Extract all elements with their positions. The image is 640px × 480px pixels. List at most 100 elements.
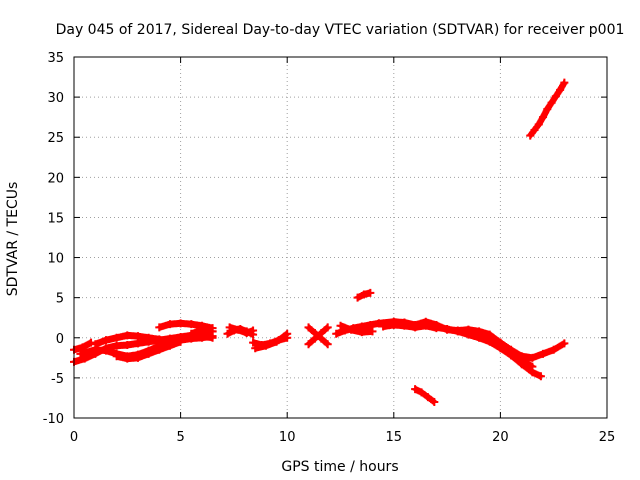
data-point [123, 331, 132, 340]
data-point [133, 339, 142, 348]
data-point [112, 352, 121, 361]
data-point [133, 353, 142, 362]
y-tick-label: 5 [56, 292, 64, 307]
axis-ticks: 0 5 10 15 20 25 -10 -5 0 5 10 15 20 25 30 35 [43, 51, 616, 445]
data-point [176, 337, 185, 346]
data-point [249, 326, 258, 335]
series-track-5 [112, 337, 185, 363]
y-tick-label: -10 [43, 412, 64, 427]
data-point [432, 323, 441, 332]
data-point [496, 338, 505, 347]
y-tick-label: 0 [56, 332, 64, 347]
data-point [165, 320, 174, 329]
grid [74, 57, 607, 418]
data-point [87, 338, 96, 347]
series-track-19 [411, 385, 439, 406]
data-point [366, 288, 375, 297]
data-point [507, 346, 516, 355]
data-point [332, 329, 341, 338]
data-point [539, 113, 548, 122]
data-point [421, 321, 430, 330]
data-point [144, 333, 153, 342]
chart-title: Day 045 of 2017, Sidereal Day-to-day VTE… [56, 22, 625, 38]
series-track-11 [251, 329, 292, 353]
data-point [536, 372, 545, 381]
series-track-9 [225, 323, 258, 337]
data-point [539, 349, 548, 358]
x-tick-label: 25 [599, 430, 616, 445]
data-point [304, 340, 313, 349]
y-tick-label: 15 [47, 211, 64, 226]
data-point [165, 341, 174, 350]
data-point [400, 321, 409, 330]
data-point [464, 325, 473, 334]
data-point [155, 323, 164, 332]
data-point [389, 320, 398, 329]
series-track-6 [155, 319, 217, 333]
data-point [133, 332, 142, 341]
data-point [76, 349, 85, 358]
data-point [353, 293, 362, 302]
data-point [560, 339, 569, 348]
data-point [359, 290, 368, 299]
data-point [101, 336, 110, 345]
data-point [283, 329, 292, 338]
data-point [317, 334, 326, 343]
data-point [112, 341, 121, 350]
data-point [251, 344, 260, 353]
data-point [530, 126, 539, 135]
series-track-22 [526, 78, 569, 140]
series-track-15 [336, 321, 377, 337]
data-point [347, 325, 356, 334]
data-point [443, 324, 452, 333]
data-point [379, 322, 388, 331]
y-tick-label: 20 [47, 171, 64, 186]
data-point [528, 353, 537, 362]
series-track-21 [464, 325, 537, 371]
data-point [112, 333, 121, 342]
data-point [101, 346, 110, 355]
data-point [155, 345, 164, 354]
data-point [453, 327, 462, 336]
y-tick-label: 25 [47, 131, 64, 146]
x-tick-label: 10 [279, 430, 296, 445]
data-point [543, 105, 552, 114]
data-point [485, 332, 494, 341]
data-point [417, 388, 426, 397]
data-point [411, 323, 420, 332]
plot-frame [73, 56, 608, 419]
data-point [310, 328, 319, 337]
x-tick-label: 20 [492, 430, 509, 445]
data-point [242, 328, 251, 337]
data-point [123, 354, 132, 363]
data-point [225, 323, 234, 332]
data-point [234, 325, 243, 334]
y-tick-label: 35 [47, 51, 64, 66]
data-point [551, 92, 560, 101]
data-point [223, 329, 232, 338]
data-point [560, 78, 569, 87]
data-point [249, 338, 258, 347]
x-tick-label: 5 [176, 430, 184, 445]
data-point [374, 319, 383, 328]
x-axis-title: GPS time / hours [281, 459, 398, 475]
y-tick-label: 30 [47, 91, 64, 106]
data-point [323, 323, 332, 332]
data-point [272, 337, 281, 346]
data-point [187, 320, 196, 329]
data-point [261, 341, 270, 350]
y-tick-label: -5 [51, 372, 64, 387]
data-point [411, 385, 420, 394]
data-point [144, 349, 153, 358]
data-point [208, 327, 217, 336]
data-point [304, 323, 313, 332]
data-point [528, 362, 537, 371]
data-point [323, 340, 332, 349]
series-track-16 [353, 288, 375, 302]
y-tick-label: 10 [47, 252, 64, 267]
data-point [517, 354, 526, 363]
data-point [526, 131, 535, 140]
data-point [336, 321, 345, 330]
data-point [155, 335, 164, 344]
